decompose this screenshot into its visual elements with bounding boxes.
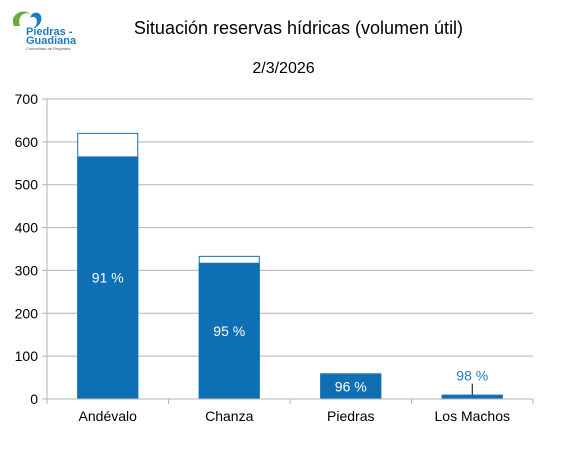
volume-bar — [77, 156, 139, 399]
logo-swirl-blue — [30, 12, 42, 28]
logo-line3: Comunidad de Regantes — [26, 46, 70, 51]
data-label: 91 % — [92, 270, 124, 286]
volume-bar — [198, 262, 260, 399]
x-category-label: Andévalo — [79, 408, 138, 424]
y-tick-label: 0 — [30, 391, 38, 407]
chart-subtitle: 2/3/2026 — [252, 60, 315, 77]
x-category-label: Los Machos — [435, 408, 510, 424]
y-tick-label: 400 — [15, 220, 39, 236]
chart-title: Situación reservas hídricas (volumen úti… — [133, 18, 464, 38]
volume-bar — [441, 394, 503, 399]
bars: 91 % 95 % 96 % 98 % — [77, 132, 503, 400]
logo: Piedras - Guadiana Comunidad de Regantes — [12, 11, 77, 51]
y-tick-label: 200 — [15, 305, 39, 321]
y-tick-label: 500 — [15, 177, 39, 193]
x-axis-labels: Andévalo Chanza Piedras Los Machos — [79, 408, 510, 424]
x-category-label: Chanza — [205, 408, 253, 424]
x-category-label: Piedras — [327, 408, 374, 424]
y-axis-ticks: 0 100 200 300 400 500 600 700 — [15, 91, 47, 407]
logo-swirl-green — [12, 11, 32, 26]
data-label: 96 % — [335, 379, 367, 395]
logo-line1: Piedras - — [26, 26, 73, 38]
y-tick-label: 100 — [15, 348, 39, 364]
y-tick-label: 600 — [15, 134, 39, 150]
volume-bar — [320, 374, 382, 399]
data-label: 98 % — [456, 368, 488, 384]
y-tick-label: 300 — [15, 262, 39, 278]
data-label: 95 % — [213, 323, 245, 339]
axes — [46, 99, 534, 404]
logo-line2: Guadiana — [26, 35, 77, 47]
y-tick-label: 700 — [15, 91, 39, 107]
